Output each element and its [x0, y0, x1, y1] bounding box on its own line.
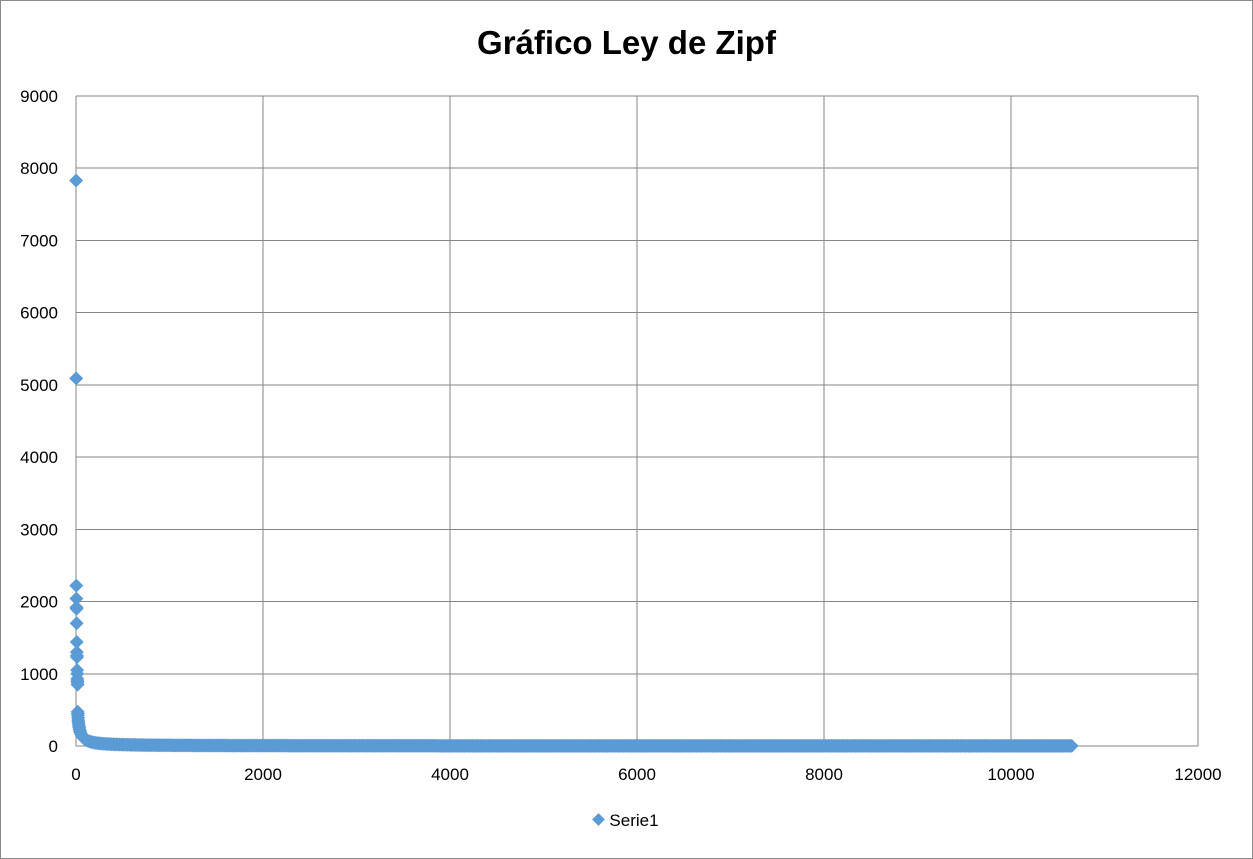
- y-tick-label: 8000: [20, 159, 58, 178]
- y-tick-label: 1000: [20, 665, 58, 684]
- x-tick-label: 6000: [618, 765, 656, 784]
- y-tick-label: 7000: [20, 231, 58, 250]
- y-tick-label: 9000: [20, 87, 58, 106]
- data-point: [70, 677, 85, 692]
- data-points: [69, 173, 1079, 753]
- x-tick-label: 2000: [244, 765, 282, 784]
- y-axis-ticks: 0 1000 2000 3000 4000 5000 6000 7000 8000 9000: [20, 87, 58, 756]
- data-point: [69, 635, 84, 649]
- data-point: [69, 173, 84, 188]
- legend-label: Serie1: [609, 811, 659, 830]
- x-tick-label: 10000: [987, 765, 1034, 784]
- x-tick-label: 4000: [431, 765, 469, 784]
- data-point: [70, 650, 85, 665]
- y-tick-label: 4000: [20, 448, 58, 467]
- data-point: [1064, 738, 1079, 753]
- data-point: [69, 601, 84, 616]
- grid-lines: [75, 95, 1199, 747]
- data-point: [69, 578, 84, 593]
- legend-diamond-icon: [592, 813, 606, 826]
- y-tick-label: 3000: [20, 520, 58, 539]
- chart-title: Gráfico Ley de Zipf: [477, 24, 776, 61]
- y-tick-label: 6000: [20, 304, 58, 323]
- y-tick-label: 2000: [20, 593, 58, 612]
- legend: Serie1: [0, 811, 1253, 831]
- data-point: [69, 591, 84, 606]
- x-axis-ticks: 0 2000 4000 6000 8000 10000 12000: [71, 765, 1221, 784]
- x-tick-label: 0: [71, 765, 80, 784]
- y-tick-label: 0: [49, 737, 58, 756]
- x-tick-label: 12000: [1174, 765, 1221, 784]
- data-point: [69, 371, 84, 386]
- data-point: [69, 616, 84, 631]
- y-tick-label: 5000: [20, 376, 58, 395]
- x-tick-label: 8000: [805, 765, 843, 784]
